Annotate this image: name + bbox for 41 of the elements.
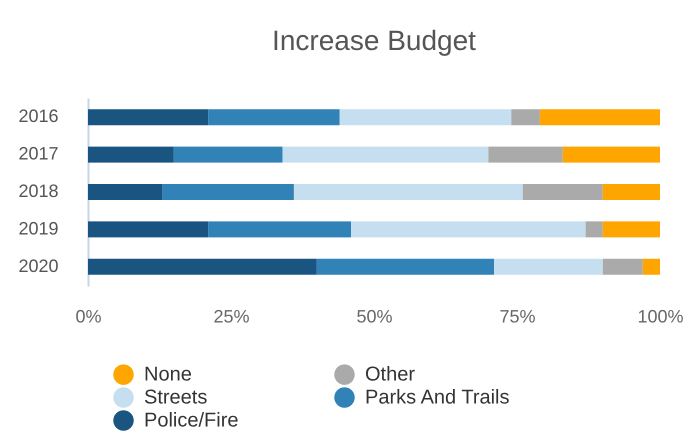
y-tick-label: 2020	[18, 256, 58, 276]
x-tick-label: 25%	[213, 306, 250, 326]
bar	[522, 184, 603, 200]
x-tick-label: 75%	[499, 306, 536, 326]
bar	[511, 109, 540, 126]
x-tick-label: 0%	[75, 306, 102, 326]
bar	[602, 184, 660, 200]
bar	[540, 109, 660, 126]
bar	[208, 221, 352, 238]
bar	[602, 221, 660, 238]
legend-label: Streets	[144, 386, 208, 408]
bar	[316, 258, 494, 275]
bar	[602, 258, 643, 275]
bar	[282, 146, 488, 163]
bar	[162, 184, 294, 200]
bar	[88, 109, 208, 126]
legend-label: Parks And Trails	[365, 386, 510, 408]
bar	[494, 258, 603, 275]
bar	[562, 146, 660, 163]
bar	[294, 184, 523, 200]
bar	[174, 146, 282, 163]
x-tick-label: 50%	[356, 306, 393, 326]
bar	[488, 146, 563, 163]
x-tick-label: 100%	[637, 306, 684, 326]
y-tick-label: 2019	[18, 218, 58, 238]
bar	[88, 184, 162, 200]
bar	[642, 258, 660, 275]
y-tick-label: 2018	[18, 181, 58, 201]
bar	[88, 146, 174, 163]
bar	[351, 221, 586, 238]
bar	[88, 221, 208, 238]
bar	[340, 109, 512, 126]
y-tick-label: 2017	[18, 144, 58, 164]
y-tick-label: 2016	[18, 106, 58, 126]
bar	[208, 109, 340, 126]
legend-label: None	[144, 364, 192, 386]
bar	[586, 221, 603, 238]
legend-label: Police/Fire	[144, 410, 238, 432]
bar	[88, 258, 317, 275]
chart-title: Increase Budget	[272, 25, 476, 56]
legend-label: Other	[365, 364, 416, 386]
